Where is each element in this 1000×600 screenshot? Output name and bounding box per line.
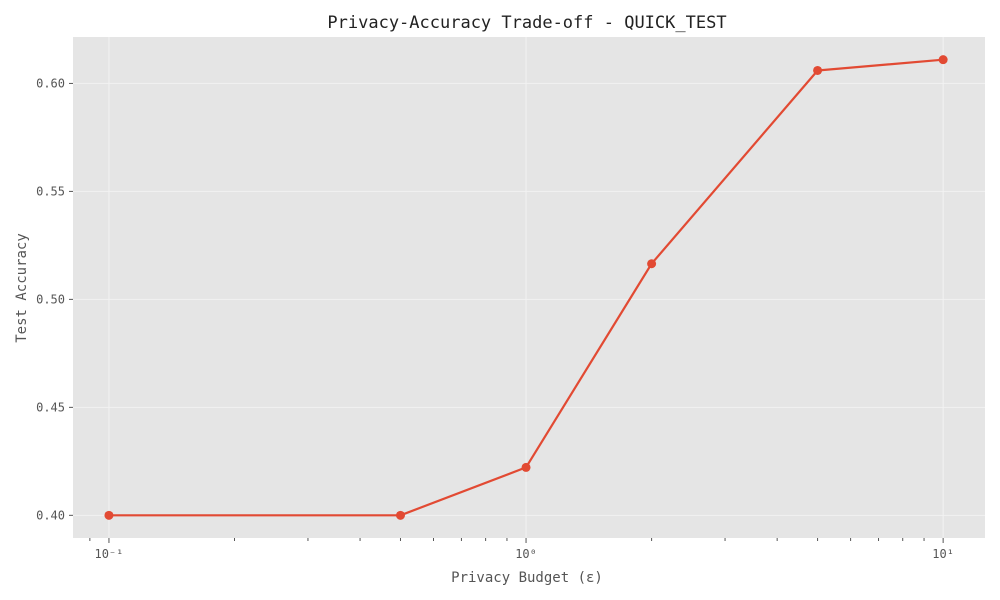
chart-title: Privacy-Accuracy Trade-off - QUICK_TEST [327, 13, 726, 33]
y-axis-label: Test Accuracy [14, 233, 30, 343]
x-tick-label: 10¹ [932, 547, 954, 561]
y-tick-label: 0.50 [36, 292, 65, 306]
data-point [938, 55, 948, 65]
x-axis-label: Privacy Budget (ε) [451, 570, 603, 586]
x-tick-label: 10⁻¹ [94, 547, 123, 561]
series-line [108, 58, 944, 517]
y-tick-label: 0.45 [36, 400, 65, 414]
plot-background [73, 37, 985, 538]
data-point [647, 259, 657, 269]
y-tick-label: 0.40 [36, 508, 65, 522]
data-point [521, 462, 531, 472]
data-point [395, 510, 405, 520]
tick-layer: 0.40 0.45 0.50 0.55 0.60 10⁻¹ 10⁰ 10¹ [36, 76, 954, 561]
y-tick-label: 0.60 [36, 76, 65, 90]
x-tick-label: 10⁰ [515, 547, 537, 561]
data-point [104, 510, 114, 520]
series-layer [104, 55, 948, 520]
y-tick-label: 0.55 [36, 184, 65, 198]
data-point [813, 65, 823, 75]
